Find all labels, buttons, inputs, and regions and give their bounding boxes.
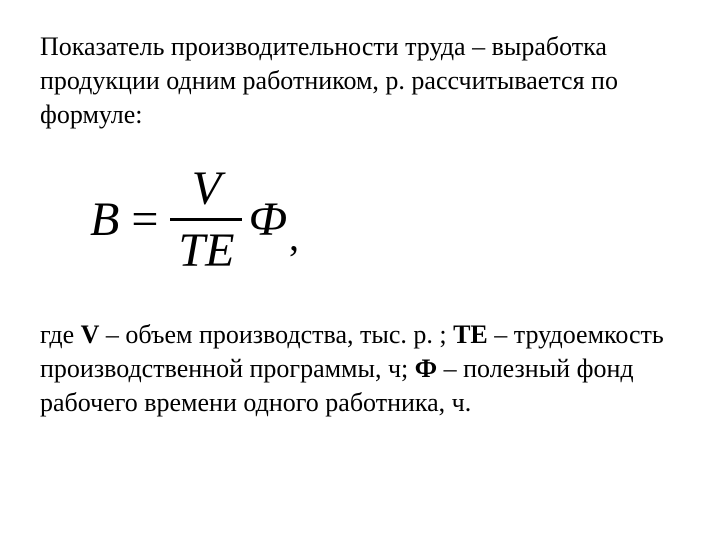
intro-paragraph: Показатель производительности труда – вы… [40,30,680,131]
legend-part: ТЕ [453,320,494,349]
legend-part: где [40,320,81,349]
formula-denominator: TE [170,221,242,278]
document-content: Показатель производительности труда – вы… [40,30,680,420]
formula: B = V TE Ф , [90,161,680,278]
legend-part: V [81,320,100,349]
formula-suffix: Ф [248,192,287,247]
formula-numerator: V [184,161,229,218]
legend-paragraph: где V – объем производства, тыс. р. ; ТЕ… [40,318,680,419]
formula-lhs: B [90,192,119,247]
formula-comma: , [289,213,299,260]
legend-part: – объем производства, тыс. р. ; [99,320,453,349]
legend-part: Ф [415,354,437,383]
formula-equals: = [131,192,158,247]
formula-fraction: V TE [170,161,242,278]
